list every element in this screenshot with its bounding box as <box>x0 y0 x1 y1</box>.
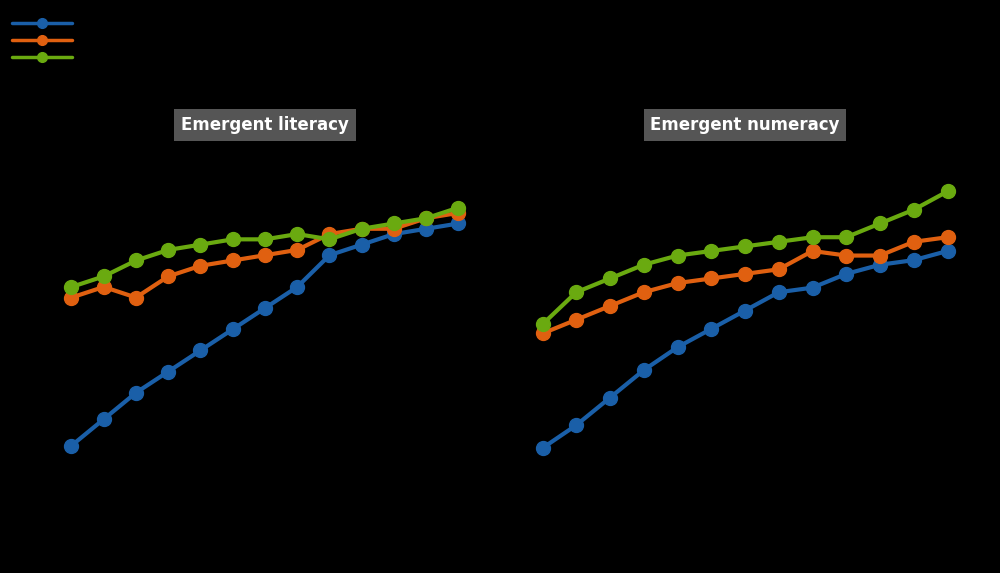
Text: Emergent literacy: Emergent literacy <box>181 116 349 134</box>
Text: Emergent numeracy: Emergent numeracy <box>650 116 840 134</box>
